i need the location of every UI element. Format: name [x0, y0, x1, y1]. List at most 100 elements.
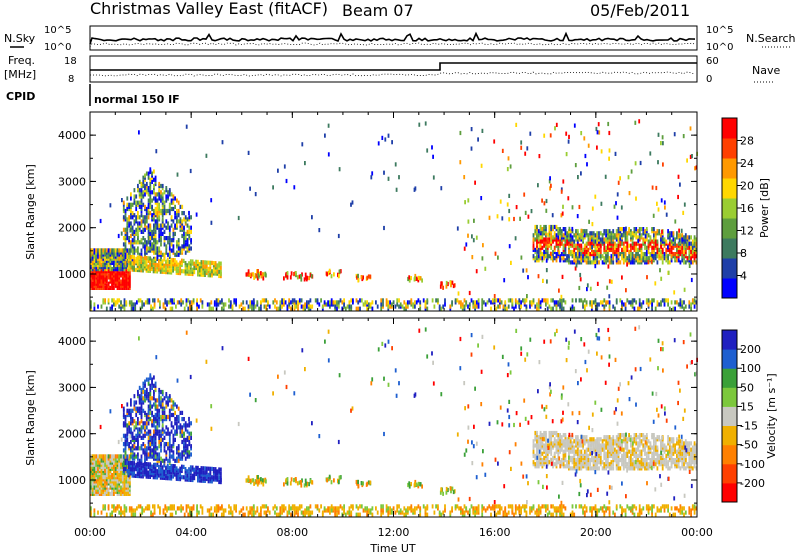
velocity-cell — [573, 464, 576, 469]
power-cell — [612, 241, 615, 246]
velocity-cell — [626, 437, 629, 442]
power-cell — [186, 217, 189, 222]
power-cell — [506, 202, 509, 207]
power-cell — [663, 302, 666, 307]
power-cell — [653, 239, 655, 244]
power-cell — [642, 227, 645, 232]
power-cell — [543, 249, 545, 255]
velocity-cell — [135, 446, 138, 451]
power-cell — [576, 229, 579, 234]
power-cell — [690, 245, 692, 250]
velocity-cell — [142, 442, 145, 447]
power-cell — [459, 130, 462, 136]
velocity-cell — [168, 465, 171, 470]
power-cell — [463, 298, 466, 303]
power-cell — [566, 239, 568, 244]
power-cell — [192, 298, 195, 303]
power-cell — [541, 298, 544, 303]
power-cell — [527, 275, 529, 280]
velocity-cell — [138, 461, 141, 466]
power-cell — [249, 304, 252, 309]
noise-search-line — [89, 42, 696, 48]
power-cell — [525, 298, 528, 303]
velocity-cell — [583, 435, 586, 440]
power-cell — [142, 190, 145, 195]
power-cell — [251, 306, 253, 311]
power-cell — [122, 236, 125, 241]
power-cell — [158, 215, 161, 220]
velocity-cell — [147, 392, 150, 397]
power-cell — [172, 227, 175, 232]
power-cell — [442, 304, 445, 309]
velocity-cell — [116, 454, 119, 459]
power-cell — [385, 302, 388, 307]
power-cell — [548, 241, 551, 246]
power-cell — [140, 219, 143, 224]
velocity-cell — [163, 469, 166, 474]
power-cell — [188, 225, 191, 230]
power-cell — [144, 175, 146, 180]
power-cell — [135, 248, 138, 253]
power-cell — [656, 300, 659, 305]
velocity-cell — [163, 463, 166, 468]
velocity-cell — [596, 458, 599, 463]
power-cell — [546, 306, 549, 311]
power-cell — [370, 175, 373, 180]
power-cell — [281, 298, 283, 303]
power-cell — [530, 300, 533, 305]
power-cell — [348, 304, 351, 309]
power-cell — [185, 302, 188, 307]
power-cell — [357, 273, 359, 278]
velocity-cell — [140, 429, 143, 434]
velocity-cell — [156, 452, 159, 457]
power-cell — [417, 275, 420, 280]
velocity-cell — [156, 404, 159, 409]
velocity-cell — [220, 475, 222, 480]
power-cell — [644, 245, 646, 250]
velocity-cell — [122, 406, 125, 411]
velocity-cell — [156, 446, 159, 451]
velocity-cell — [144, 421, 146, 426]
power-cell — [576, 245, 579, 250]
velocity-cell — [159, 467, 162, 472]
power-cell — [637, 238, 640, 243]
velocity-cell — [100, 468, 103, 474]
power-cell — [663, 239, 666, 244]
velocity-cell — [172, 474, 174, 479]
velocity-cell — [218, 479, 220, 485]
power-cell — [552, 298, 554, 303]
power-cell — [598, 130, 601, 135]
power-cell — [493, 294, 496, 299]
power-cell — [284, 300, 287, 305]
freq-label-line1: Freq. — [8, 54, 35, 67]
power-cell — [140, 238, 143, 243]
power-cell — [437, 298, 439, 303]
velocity-cell — [184, 475, 187, 480]
power-cell — [309, 304, 312, 309]
power-cell — [415, 300, 418, 305]
power-cell — [336, 300, 338, 305]
power-cell — [660, 198, 663, 203]
power-cell — [596, 145, 598, 150]
power-cell — [473, 218, 475, 223]
power-cell — [543, 298, 545, 303]
velocity-cell — [97, 454, 99, 459]
power-cell — [170, 248, 173, 253]
velocity-cell — [145, 377, 148, 382]
velocity-cell — [181, 417, 184, 422]
velocity-cell — [163, 414, 166, 420]
power-cell — [619, 298, 622, 303]
power-cell — [562, 204, 564, 209]
power-cell — [172, 194, 175, 199]
power-cell — [578, 285, 581, 291]
power-cell — [118, 248, 121, 253]
power-cell — [543, 241, 545, 246]
power-cell — [608, 294, 611, 299]
power-cell — [149, 177, 152, 182]
power-cell — [330, 298, 333, 303]
power-cell — [153, 217, 155, 222]
power-cell — [165, 208, 168, 214]
power-cell — [252, 306, 255, 311]
power-cell — [560, 233, 563, 238]
power-cell — [470, 298, 473, 303]
